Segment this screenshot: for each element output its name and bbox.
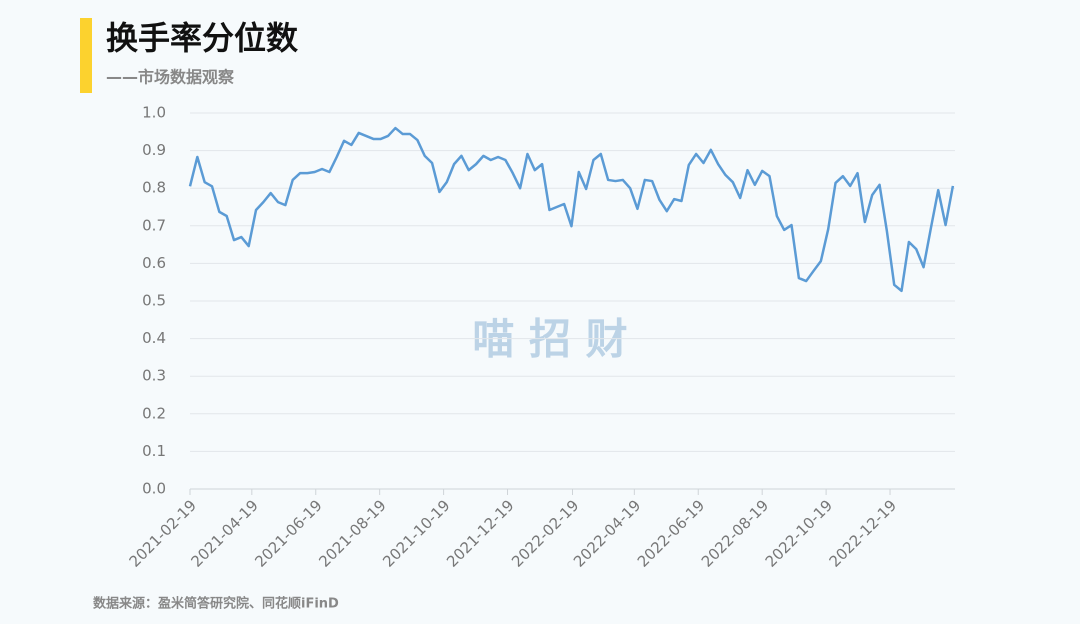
y-tick-label: 0.2 [142,404,166,422]
y-tick-label: 0.6 [142,254,166,272]
x-tick-label: 2021-04-19 [187,496,261,570]
x-tick-label: 2021-10-19 [379,496,453,570]
y-tick-label: 0.5 [142,292,166,310]
y-tick-label: 0.1 [142,442,166,460]
y-tick-label: 0.4 [142,329,166,347]
x-tick-label: 2022-12-19 [826,496,900,570]
x-tick-label: 2022-04-19 [570,496,644,570]
data-line [188,126,955,293]
y-tick-label: 0.8 [142,179,166,197]
x-tick-label: 2021-08-19 [315,496,389,570]
x-tick-label: 2021-06-19 [251,496,325,570]
y-tick-label: 0.3 [142,367,166,385]
y-tick-label: 1.0 [142,104,166,122]
y-tick-label: 0.0 [142,480,166,498]
y-tick-label: 0.9 [142,141,166,159]
chart-title: 换手率分位数 [106,19,299,57]
title-accent [80,18,92,93]
y-tick-label: 0.7 [142,216,166,234]
x-tick-label: 2021-12-19 [443,496,517,570]
source-note: 数据来源：盈米简答研究院、同花顺iFinD [93,596,339,612]
x-tick-label: 2022-08-19 [698,496,772,570]
x-tick-label: 2022-06-19 [634,496,708,570]
chart-subtitle: ——市场数据观察 [106,68,235,87]
x-tick-label: 2022-10-19 [762,496,836,570]
